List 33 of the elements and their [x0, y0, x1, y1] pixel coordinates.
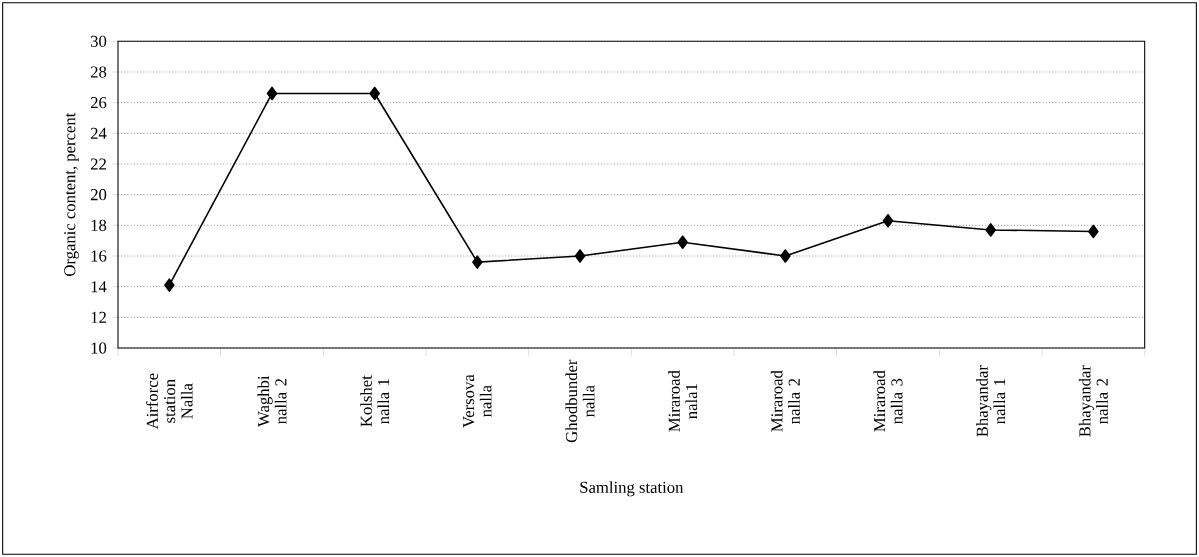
y-tick-label: 26	[90, 97, 107, 109]
point	[574, 249, 586, 263]
point	[164, 278, 175, 292]
point	[266, 86, 278, 101]
y-tick-label: 14	[91, 281, 107, 293]
point	[677, 235, 688, 249]
x-tick-label: Miraroad nalla 2	[770, 370, 800, 432]
y-tick-label: 10	[91, 342, 107, 354]
y-tick-label: 28	[90, 66, 107, 78]
y-tick-label: 18	[91, 219, 107, 231]
x-tick-label: Versova nalla	[463, 374, 492, 428]
point	[985, 223, 996, 237]
y-tick-label: 22	[90, 158, 106, 170]
x-axis-title: Samling station	[580, 481, 684, 497]
x-tick-label: Airforce station Nalla	[146, 373, 193, 430]
point	[369, 86, 380, 101]
x-tick-label: Bhayandar nalla 2	[1078, 365, 1108, 437]
y-tick-label: 24	[90, 127, 107, 139]
x-tick-label: Miraroad nala1	[668, 370, 698, 432]
y-tick-label: 30	[90, 35, 107, 47]
x-tick-label: Miraroad nalla 3	[873, 370, 903, 432]
y-axis-title: Organic content, percent	[64, 112, 79, 276]
point	[472, 255, 483, 269]
point	[1088, 224, 1099, 239]
point	[882, 213, 894, 228]
y-tick-label: 20	[90, 189, 107, 201]
x-tick-label: Bhayandar nalla 1	[976, 365, 1006, 437]
x-tick-label: Ghodbunder nalla	[565, 359, 595, 443]
x-tick-label: Kolshet nalla 1	[360, 375, 390, 427]
x-tick-label: Waghbi nalla 2	[257, 375, 287, 427]
y-tick-label: 12	[91, 311, 106, 323]
y-tick-label: 16	[91, 250, 107, 262]
point	[780, 249, 791, 263]
